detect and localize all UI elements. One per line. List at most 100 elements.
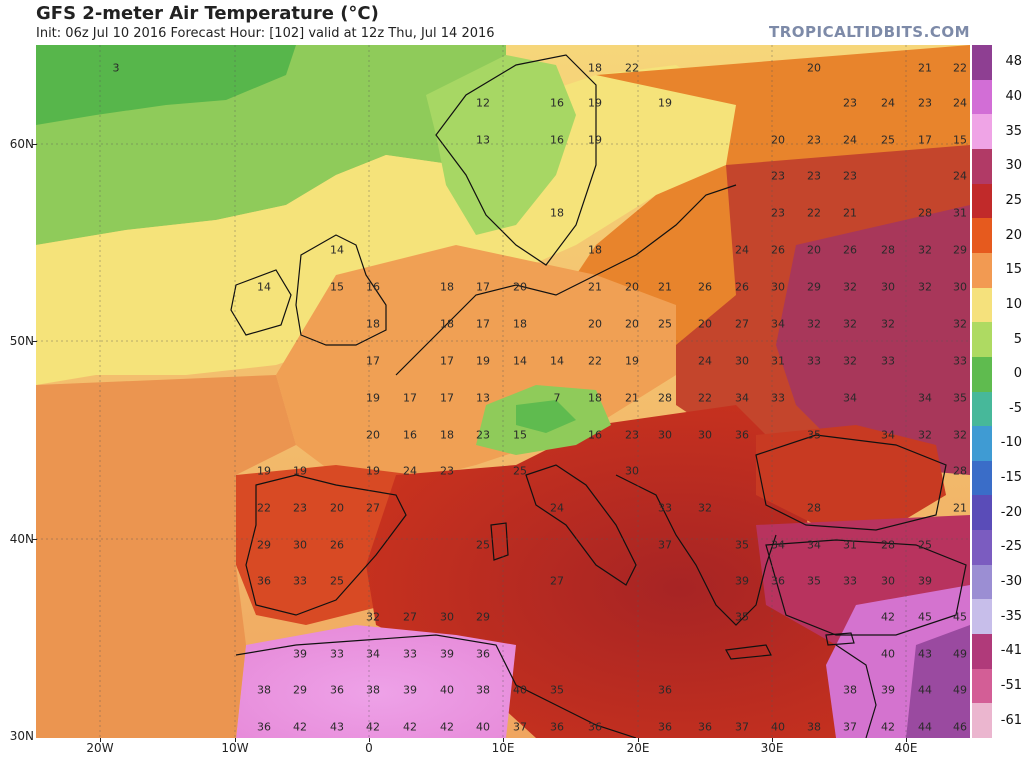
temperature-value: 32	[807, 317, 821, 331]
temperature-value: 21	[625, 391, 639, 405]
temperature-value: 49	[953, 683, 967, 697]
temperature-value: 22	[953, 61, 967, 75]
colorbar-label: -51	[1000, 678, 1022, 694]
continent-coast	[395, 184, 737, 376]
temperature-value: 29	[807, 280, 821, 294]
temperature-value: 16	[550, 133, 564, 147]
temperature-value: 20	[807, 61, 821, 75]
colorbar-segment	[972, 218, 992, 254]
colorbar-segment	[972, 426, 992, 462]
temperature-value: 18	[550, 206, 564, 220]
temperature-value: 33	[658, 501, 672, 515]
temperature-value: 13	[476, 133, 490, 147]
lon-tick	[235, 738, 236, 742]
temperature-value: 18	[588, 391, 602, 405]
temperature-value: 23	[843, 96, 857, 110]
temperature-value: 28	[881, 538, 895, 552]
temperature-value: 22	[588, 354, 602, 368]
temperature-value: 32	[918, 428, 932, 442]
temperature-value: 39	[403, 683, 417, 697]
lat-label-50n: 50N	[9, 334, 34, 348]
site-watermark: TROPICALTIDBITS.COM	[769, 23, 970, 41]
lon-label-20e: 20E	[626, 741, 650, 755]
temperature-value: 39	[735, 574, 749, 588]
turkey-coast	[765, 539, 967, 636]
temperature-value: 19	[293, 464, 307, 478]
colorbar-label: -30	[1000, 574, 1022, 590]
temperature-value: 28	[918, 206, 932, 220]
lon-label-20w: 20W	[86, 741, 114, 755]
temperature-value: 30	[953, 280, 967, 294]
temperature-value: 45	[918, 610, 932, 624]
temperature-value: 18	[513, 317, 527, 331]
temperature-value: 19	[366, 464, 380, 478]
temperature-value: 22	[807, 206, 821, 220]
map-title: GFS 2-meter Air Temperature (°C)	[36, 3, 379, 24]
temperature-value: 42	[440, 720, 454, 734]
temperature-value: 34	[918, 391, 932, 405]
colorbar-label: -10	[1000, 435, 1022, 451]
temperature-value: 22	[625, 61, 639, 75]
temperature-value: 35	[735, 538, 749, 552]
temperature-value: 14	[513, 354, 527, 368]
colorbar-segment	[972, 79, 992, 115]
north-africa-coast	[235, 634, 637, 738]
temperature-value: 20	[513, 280, 527, 294]
temperature-value: 33	[807, 354, 821, 368]
temperature-value: 16	[366, 280, 380, 294]
colorbar-segment	[972, 564, 992, 600]
temperature-value: 18	[440, 317, 454, 331]
temperature-value: 20	[625, 280, 639, 294]
temperature-value: 26	[735, 280, 749, 294]
colorbar-label: -35	[1000, 608, 1022, 624]
lat-label-40n: 40N	[9, 532, 34, 546]
colorbar-segment	[972, 356, 992, 392]
temperature-value: 24	[735, 243, 749, 257]
colorbar-segment	[972, 252, 992, 289]
temperature-value: 30	[625, 464, 639, 478]
temperature-value: 42	[881, 610, 895, 624]
temperature-value: 26	[843, 243, 857, 257]
colorbar-segment	[972, 183, 992, 219]
temperature-value: 30	[771, 280, 785, 294]
temperature-value: 44	[918, 720, 932, 734]
temperature-value: 25	[918, 538, 932, 552]
colorbar-segment	[972, 45, 992, 81]
temperature-value: 34	[771, 538, 785, 552]
temperature-value: 36	[330, 683, 344, 697]
temperature-value: 28	[658, 391, 672, 405]
colorbar-segment	[972, 460, 992, 496]
lon-tick	[503, 738, 504, 742]
temperature-value: 33	[771, 391, 785, 405]
colorbar-label: 10	[1005, 296, 1022, 312]
temperature-value: 17	[476, 317, 490, 331]
temperature-value: 23	[293, 501, 307, 515]
temperature-value: 35	[550, 683, 564, 697]
colorbar-label: -41	[1000, 643, 1022, 659]
temperature-value: 32	[698, 501, 712, 515]
temperature-value: 31	[953, 206, 967, 220]
temperature-value: 23	[625, 428, 639, 442]
colorbar-label: 5	[1013, 331, 1022, 347]
temperature-value: 32	[843, 317, 857, 331]
temperature-value: 24	[953, 169, 967, 183]
temperature-value: 37	[658, 538, 672, 552]
temperature-value: 25	[513, 464, 527, 478]
temperature-value: 32	[918, 243, 932, 257]
temperature-value: 30	[293, 538, 307, 552]
temperature-value: 30	[658, 428, 672, 442]
temperature-value: 15	[330, 280, 344, 294]
temperature-value: 18	[440, 280, 454, 294]
scandinavia-coast	[435, 54, 597, 266]
lat-tick	[32, 539, 37, 540]
lon-tick	[906, 738, 907, 742]
temperature-value: 40	[513, 683, 527, 697]
temperature-value: 42	[293, 720, 307, 734]
temperature-value: 24	[843, 133, 857, 147]
temperature-value: 16	[550, 96, 564, 110]
temperature-value: 36	[550, 720, 564, 734]
temperature-value: 34	[771, 317, 785, 331]
colorbar-segment	[972, 114, 992, 150]
temperature-value: 23	[771, 206, 785, 220]
temperature-value: 39	[918, 574, 932, 588]
